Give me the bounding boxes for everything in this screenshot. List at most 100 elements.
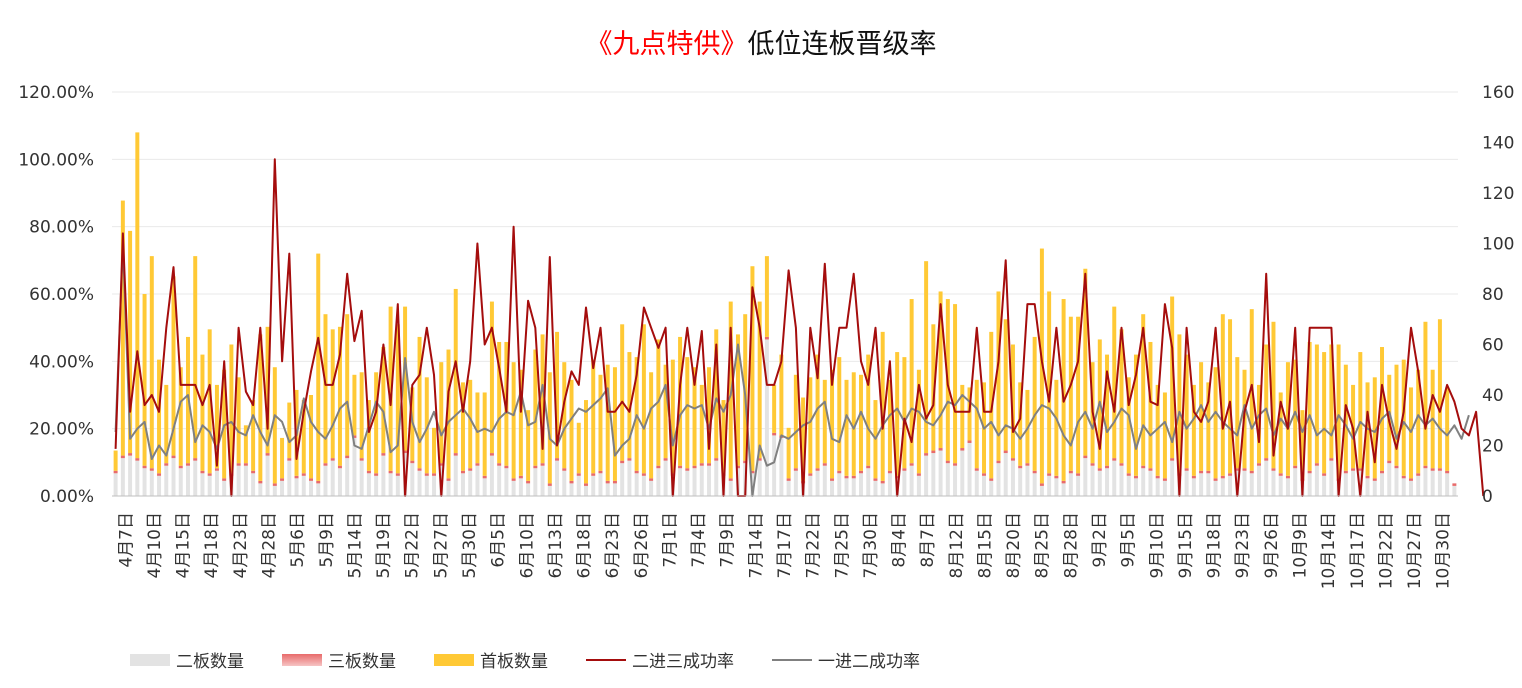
bar-board2 [171, 458, 176, 496]
bar-board3 [1401, 475, 1406, 479]
bar-board3 [1380, 470, 1385, 474]
x-tick-label: 8月28日 [1061, 512, 1081, 578]
legend-item-rate23: 二进三成功率 [586, 647, 734, 672]
bar-board1 [359, 372, 364, 459]
bar-board2 [887, 473, 892, 496]
x-tick-label: 5月9日 [317, 512, 337, 568]
bar-board1 [135, 132, 140, 459]
y-left-tick-label: 0.00% [40, 487, 94, 507]
bar-board2 [945, 463, 950, 496]
bar-board2 [287, 460, 292, 496]
bar-board1 [482, 392, 487, 476]
bar-board2 [996, 463, 1001, 496]
bar-board3 [1119, 463, 1124, 466]
bar-board2 [916, 475, 921, 496]
bar-board1 [685, 357, 690, 469]
bar-board2 [1365, 478, 1370, 496]
bar-board3 [598, 470, 603, 474]
bar-board2 [1018, 468, 1023, 496]
bar-board1 [1003, 319, 1008, 451]
bar-board3 [1394, 465, 1399, 469]
bar-board3 [634, 470, 639, 474]
bar-board2 [1343, 473, 1348, 496]
bar-board3 [128, 453, 133, 456]
bar-board1 [735, 334, 740, 466]
bar-board1 [475, 392, 480, 464]
bar-board2 [1162, 480, 1167, 496]
bar-board2 [359, 460, 364, 496]
bar-board1 [1162, 392, 1167, 479]
y-right-tick-label: 20 [1482, 437, 1504, 457]
bar-board1 [598, 374, 603, 471]
bar-board3 [902, 468, 907, 471]
bar-board2 [222, 480, 227, 496]
bar-board1 [1416, 369, 1421, 474]
bar-board2 [388, 473, 393, 496]
bar-board3 [1199, 470, 1204, 474]
bar-board2 [294, 478, 299, 496]
bar-board2 [1423, 468, 1428, 496]
bar-board3 [489, 453, 494, 456]
y-right-tick-label: 0 [1482, 487, 1493, 507]
bar-board3 [627, 458, 632, 461]
x-tick-label: 4月15日 [174, 512, 194, 578]
legend-item-board1: 首板数量 [434, 647, 548, 672]
bar-board2 [866, 468, 871, 496]
x-tick-label: 9月18日 [1205, 512, 1225, 578]
bar-board3 [272, 483, 277, 486]
bar-board3 [974, 468, 979, 471]
bar-board3 [157, 473, 162, 476]
bar-board2 [128, 455, 133, 496]
bar-board3 [526, 480, 531, 484]
bar-board1 [1155, 384, 1160, 476]
y-right-tick-label: 100 [1482, 235, 1514, 255]
bar-board2 [967, 442, 972, 496]
bar-board1 [417, 336, 422, 469]
bar-board3 [1191, 475, 1196, 479]
bar-board1 [721, 400, 726, 474]
bar-board1 [641, 324, 646, 474]
bar-board1 [866, 354, 871, 466]
bar-board1 [830, 369, 835, 479]
bar-board2 [830, 480, 835, 496]
x-tick-label: 4月23日 [231, 512, 251, 578]
bar-board1 [113, 450, 118, 471]
bar-board2 [1408, 480, 1413, 496]
bar-board1 [1394, 364, 1399, 466]
bar-board1 [1300, 410, 1305, 479]
y-right-tick-label: 140 [1482, 134, 1514, 154]
bar-board2 [858, 473, 863, 496]
x-tick-label: 8月7日 [918, 512, 938, 568]
bar-board1 [620, 324, 625, 461]
bar-board3 [287, 458, 292, 461]
bar-board1 [576, 422, 581, 474]
bar-board3 [547, 483, 552, 486]
bar-board2 [576, 475, 581, 496]
line-rate12 [114, 242, 1470, 497]
bar-board2 [1329, 460, 1334, 496]
x-tick-label: 6月13日 [546, 512, 566, 578]
bar-board3 [1408, 478, 1413, 481]
bar-board3 [214, 468, 219, 471]
bar-board3 [337, 465, 342, 469]
bar-board2 [1148, 470, 1153, 496]
bar-board3 [858, 470, 863, 474]
x-tick-label: 7月9日 [718, 512, 738, 568]
bar-board1 [265, 326, 270, 454]
bar-board1 [439, 362, 444, 464]
bar-board3 [1105, 465, 1110, 469]
bar-board2 [772, 435, 777, 496]
bar-board3 [164, 463, 169, 466]
bar-board3 [1213, 478, 1218, 481]
bar-board3 [1278, 473, 1283, 476]
bar-board3 [815, 468, 820, 471]
bar-board1 [323, 314, 328, 464]
bar-board2 [207, 475, 212, 496]
bar-board1 [1177, 334, 1182, 474]
bar-board1 [1010, 344, 1015, 459]
bar-board2 [591, 475, 596, 496]
bar-board2 [1105, 468, 1110, 496]
bar-board3 [265, 453, 270, 456]
bar-board2 [395, 475, 400, 496]
bar-board3 [569, 480, 574, 484]
